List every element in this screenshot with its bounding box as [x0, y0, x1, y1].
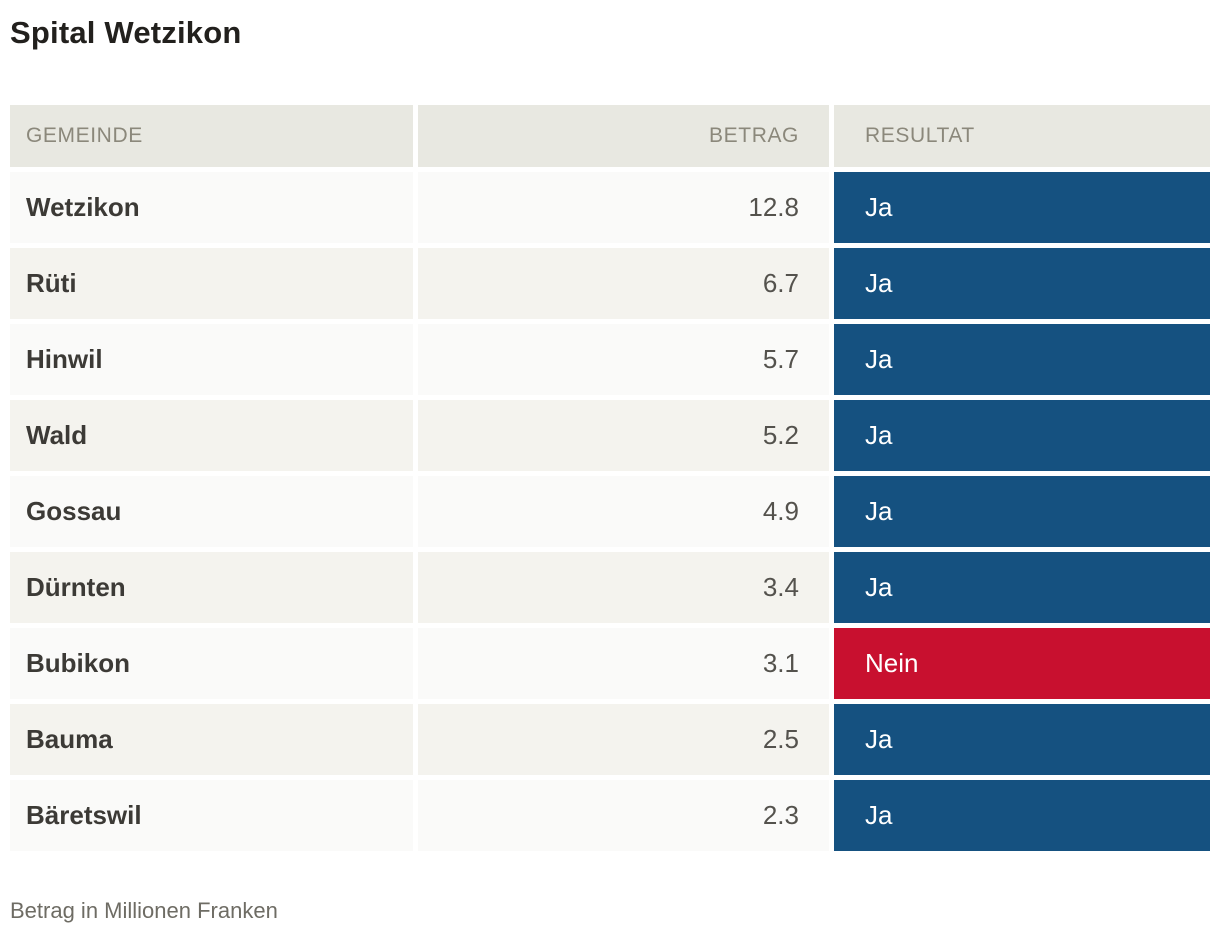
table-row: Dürnten 3.4 Ja: [10, 552, 1210, 623]
table-body: Wetzikon 12.8 Ja Rüti 6.7 Ja Hinwil 5.7 …: [10, 172, 1210, 851]
gemeinde-cell: Gossau: [10, 476, 413, 547]
footnote: Betrag in Millionen Franken: [10, 898, 278, 923]
betrag-cell: 3.4: [418, 552, 829, 623]
resultat-cell: Nein: [834, 628, 1210, 699]
betrag-cell: 3.1: [418, 628, 829, 699]
gemeinde-cell: Bäretswil: [10, 780, 413, 851]
resultat-cell: Ja: [834, 552, 1210, 623]
gemeinde-cell: Bauma: [10, 704, 413, 775]
resultat-cell: Ja: [834, 324, 1210, 395]
table-row: Bubikon 3.1 Nein: [10, 628, 1210, 699]
betrag-cell: 2.3: [418, 780, 829, 851]
betrag-cell: 5.7: [418, 324, 829, 395]
table-row: Wald 5.2 Ja: [10, 400, 1210, 471]
gemeinde-cell: Hinwil: [10, 324, 413, 395]
table-row: Bäretswil 2.3 Ja: [10, 780, 1210, 851]
column-header-resultat: RESULTAT: [834, 105, 1210, 167]
page: Spital Wetzikon GEMEINDE BETRAG RESULTAT…: [10, 0, 1210, 944]
table-row: Gossau 4.9 Ja: [10, 476, 1210, 547]
betrag-cell: 6.7: [418, 248, 829, 319]
resultat-cell: Ja: [834, 476, 1210, 547]
resultat-cell: Ja: [834, 400, 1210, 471]
table-row: Wetzikon 12.8 Ja: [10, 172, 1210, 243]
betrag-cell: 2.5: [418, 704, 829, 775]
betrag-cell: 12.8: [418, 172, 829, 243]
gemeinde-cell: Dürnten: [10, 552, 413, 623]
page-title: Spital Wetzikon: [10, 15, 242, 50]
resultat-cell: Ja: [834, 248, 1210, 319]
betrag-cell: 4.9: [418, 476, 829, 547]
results-table: GEMEINDE BETRAG RESULTAT Wetzikon 12.8 J…: [10, 105, 1210, 851]
betrag-cell: 5.2: [418, 400, 829, 471]
table-row: Rüti 6.7 Ja: [10, 248, 1210, 319]
table-row: Bauma 2.5 Ja: [10, 704, 1210, 775]
table-header-row: GEMEINDE BETRAG RESULTAT: [10, 105, 1210, 167]
resultat-cell: Ja: [834, 780, 1210, 851]
column-header-betrag: BETRAG: [418, 105, 829, 167]
resultat-cell: Ja: [834, 172, 1210, 243]
gemeinde-cell: Wetzikon: [10, 172, 413, 243]
column-header-gemeinde: GEMEINDE: [10, 105, 413, 167]
gemeinde-cell: Bubikon: [10, 628, 413, 699]
gemeinde-cell: Rüti: [10, 248, 413, 319]
gemeinde-cell: Wald: [10, 400, 413, 471]
table-row: Hinwil 5.7 Ja: [10, 324, 1210, 395]
resultat-cell: Ja: [834, 704, 1210, 775]
